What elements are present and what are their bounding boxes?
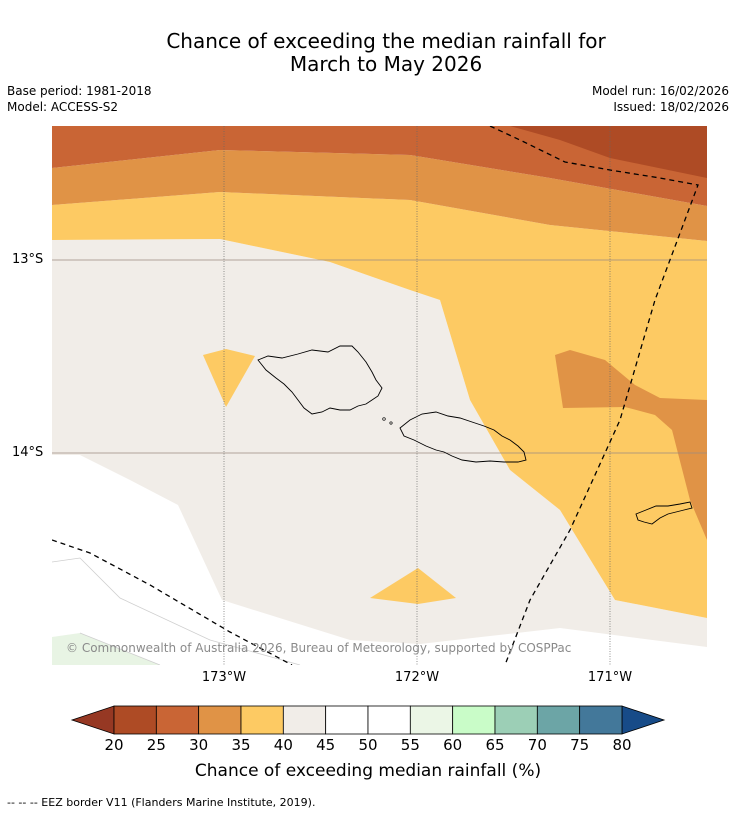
issued-date: Issued: 18/02/2026 xyxy=(613,100,729,114)
title-line-2: March to May 2026 xyxy=(289,52,483,76)
colorbar-tick-label: 80 xyxy=(612,736,632,754)
region-30-35-band xyxy=(52,150,707,241)
colorbar-under-triangle xyxy=(70,705,115,735)
colorbar-cell xyxy=(494,705,538,735)
colorbar-title: Chance of exceeding median rainfall (%) xyxy=(194,761,542,781)
region-35-40 xyxy=(52,192,707,618)
region-60-65 xyxy=(52,633,160,665)
meta-left: Base period: 1981-2018 Model: ACCESS-S2 xyxy=(7,83,152,115)
colorbar-cell xyxy=(282,705,327,735)
islet xyxy=(389,421,393,425)
colorbar-tick-label: 20 xyxy=(104,736,124,754)
copyright-notice: © Commonwealth of Australia 2026, Bureau… xyxy=(66,641,572,655)
colorbar-cell xyxy=(113,705,157,735)
tutuila-island xyxy=(635,501,693,525)
colorbar-tick-label: 60 xyxy=(443,736,463,754)
colorbar-cell xyxy=(452,705,496,735)
colorbar-cell xyxy=(409,705,454,735)
lat-label-13s: 13°S xyxy=(12,252,44,267)
colorbar-tick-label: 45 xyxy=(316,736,336,754)
colorbar-tick-label: 70 xyxy=(527,736,547,754)
region-35-40-patch-south xyxy=(370,568,456,604)
colorbar xyxy=(70,705,666,735)
colorbar-cell xyxy=(536,705,581,735)
eez-border-east xyxy=(489,126,699,665)
colorbar-tick-label: 50 xyxy=(358,736,378,754)
colorbar-cell xyxy=(579,705,623,735)
region-20-25 xyxy=(490,126,707,178)
colorbar-tick-label: 75 xyxy=(570,736,590,754)
upolu-island xyxy=(399,411,527,463)
title-line-1: Chance of exceeding the median rainfall … xyxy=(166,29,606,53)
contour-line xyxy=(52,557,301,665)
model-run: Model run: 16/02/2026 xyxy=(591,84,729,98)
base-period: Base period: 1981-2018 xyxy=(7,84,152,98)
colorbar-over-triangle xyxy=(621,705,666,735)
region-25-30-band xyxy=(52,126,707,206)
region-30-35-patch xyxy=(555,350,707,540)
colorbar-tick-label: 25 xyxy=(146,736,166,754)
colorbar-tick-label: 65 xyxy=(485,736,505,754)
savaii-island xyxy=(257,345,383,415)
map-area xyxy=(52,126,707,665)
colorbar-cell xyxy=(155,705,200,735)
lat-label-14s: 14°S xyxy=(12,445,44,460)
islet xyxy=(382,417,386,421)
colorbar-cell xyxy=(240,705,284,735)
colorbar-cell xyxy=(325,705,369,735)
eez-border-west xyxy=(52,539,293,665)
lon-label-173w: 173°W xyxy=(201,670,247,685)
model-name: Model: ACCESS-S2 xyxy=(7,100,119,114)
meta-right: Model run: 16/02/2026 Issued: 18/02/2026 xyxy=(592,83,729,115)
colorbar-tick-label: 35 xyxy=(231,736,251,754)
lon-label-171w: 171°W xyxy=(587,670,633,685)
map-title: Chance of exceeding the median rainfall … xyxy=(0,30,736,76)
colorbar-tick-label: 30 xyxy=(189,736,209,754)
lon-label-172w: 172°W xyxy=(394,670,440,685)
colorbar-tick-label: 55 xyxy=(400,736,420,754)
colorbar-cell xyxy=(198,705,242,735)
colorbar-cell xyxy=(367,705,411,735)
eez-footnote: -- -- -- EEZ border V11 (Flanders Marine… xyxy=(7,796,316,809)
region-35-40-patch-west xyxy=(203,349,255,407)
contour-line xyxy=(79,632,161,665)
region-40-45 xyxy=(52,239,707,647)
colorbar-tick-label: 40 xyxy=(273,736,293,754)
